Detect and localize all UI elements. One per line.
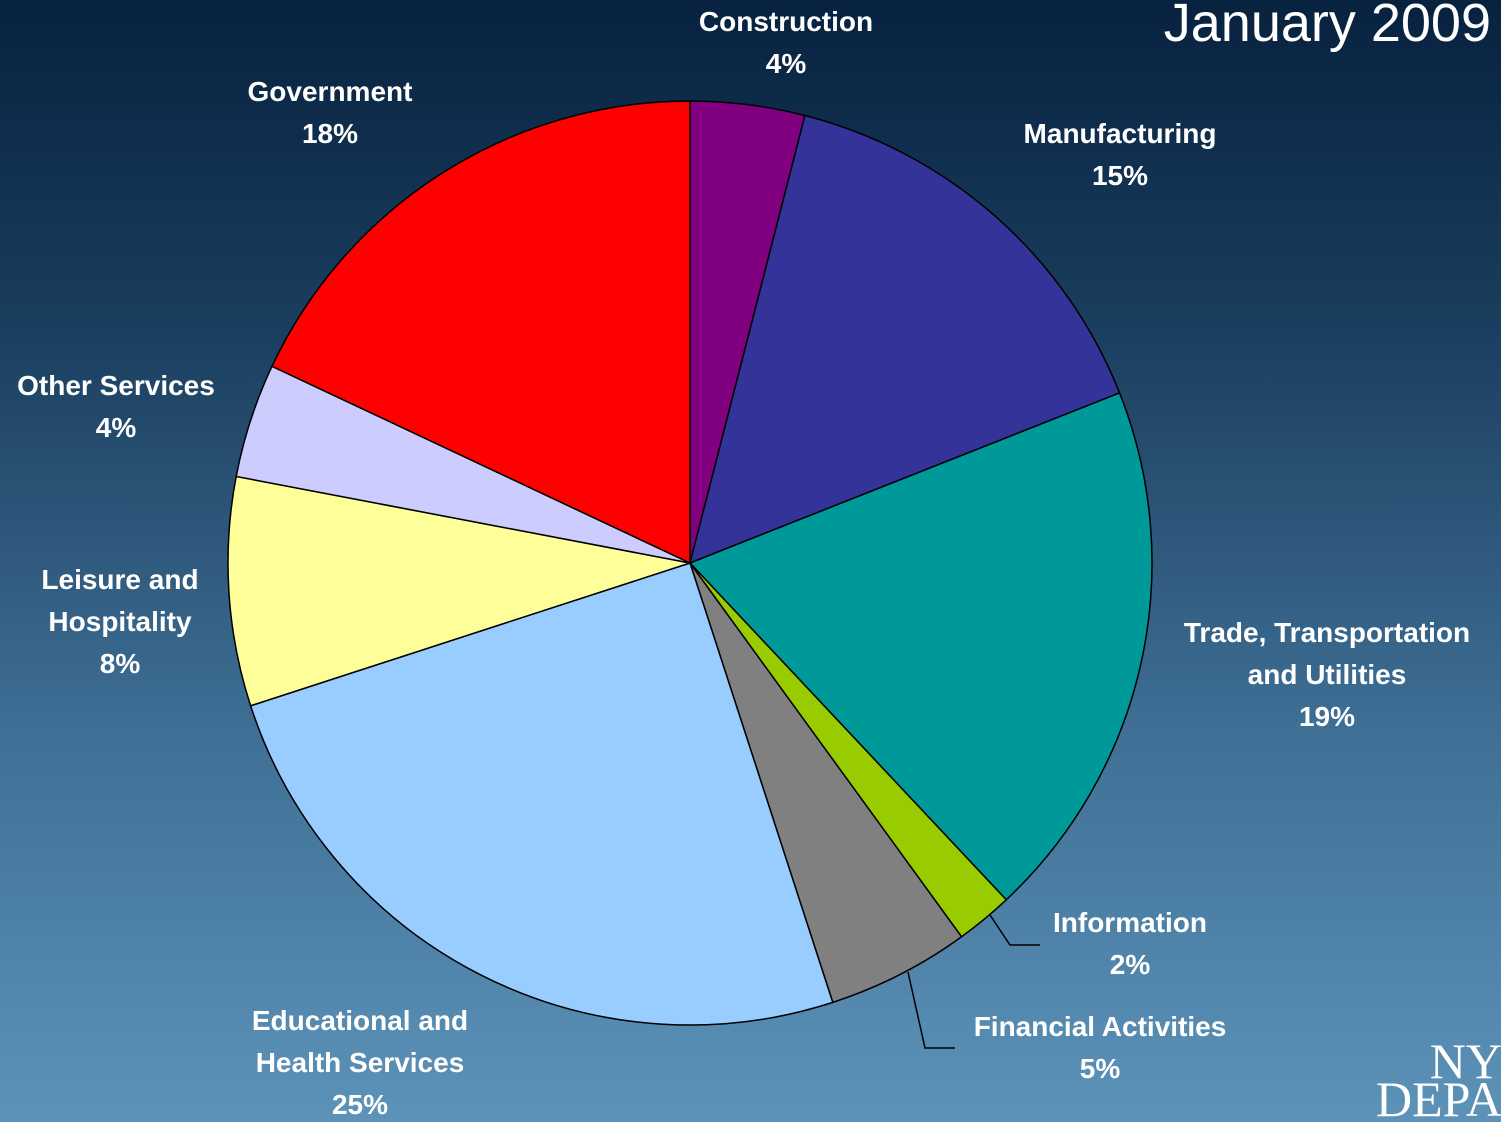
leader-line	[989, 914, 1040, 946]
slice-label: Construction 4%	[656, 1, 916, 85]
value-label: 19%	[1298, 701, 1356, 732]
pie-slice	[249, 562, 834, 1026]
slice-label: Leisure and Hospitality 8%	[15, 559, 225, 685]
slice-label: Financial Activities 5%	[950, 1006, 1250, 1090]
pie-slice	[227, 475, 691, 707]
pie-slice	[270, 100, 691, 565]
logo-text: DEPA	[1376, 1071, 1501, 1122]
category-label: Financial Activities	[973, 1011, 1227, 1042]
value-label: 5%	[1079, 1053, 1121, 1084]
category-label: Information	[1053, 907, 1207, 938]
logo-text: NY	[1429, 1033, 1501, 1089]
slice-label: Trade, Transportation and Utilities 19%	[1157, 612, 1497, 738]
slice-label: Government 18%	[220, 71, 440, 155]
logo: NY DEPA	[1376, 1033, 1501, 1122]
slice-label: Educational and Health Services 25%	[225, 1000, 495, 1122]
category-label: Construction	[698, 6, 874, 37]
value-label: 4%	[765, 48, 807, 79]
category-label: Trade, Transportation and Utilities	[1183, 617, 1471, 690]
category-label: Other Services	[17, 370, 215, 401]
category-label: Government	[247, 76, 413, 107]
category-label: Leisure and Hospitality	[41, 564, 199, 637]
slice-label: Other Services 4%	[0, 365, 236, 449]
value-label: 2%	[1109, 949, 1151, 980]
leader-line	[907, 971, 955, 1049]
value-label: 18%	[301, 118, 359, 149]
category-label: Manufacturing	[1023, 118, 1217, 149]
pie-slice	[688, 391, 1153, 901]
pie-slice	[689, 562, 963, 1004]
slice-label: Manufacturing 15%	[990, 113, 1250, 197]
value-label: 15%	[1091, 160, 1149, 191]
value-label: 8%	[99, 648, 141, 679]
pie-slice	[688, 114, 1121, 565]
slice-label: Information 2%	[1020, 902, 1240, 986]
value-label: 25%	[331, 1089, 389, 1120]
category-label: Educational and Health Services	[251, 1005, 469, 1078]
value-label: 4%	[95, 412, 137, 443]
chart-title: January 2009	[1163, 0, 1491, 53]
